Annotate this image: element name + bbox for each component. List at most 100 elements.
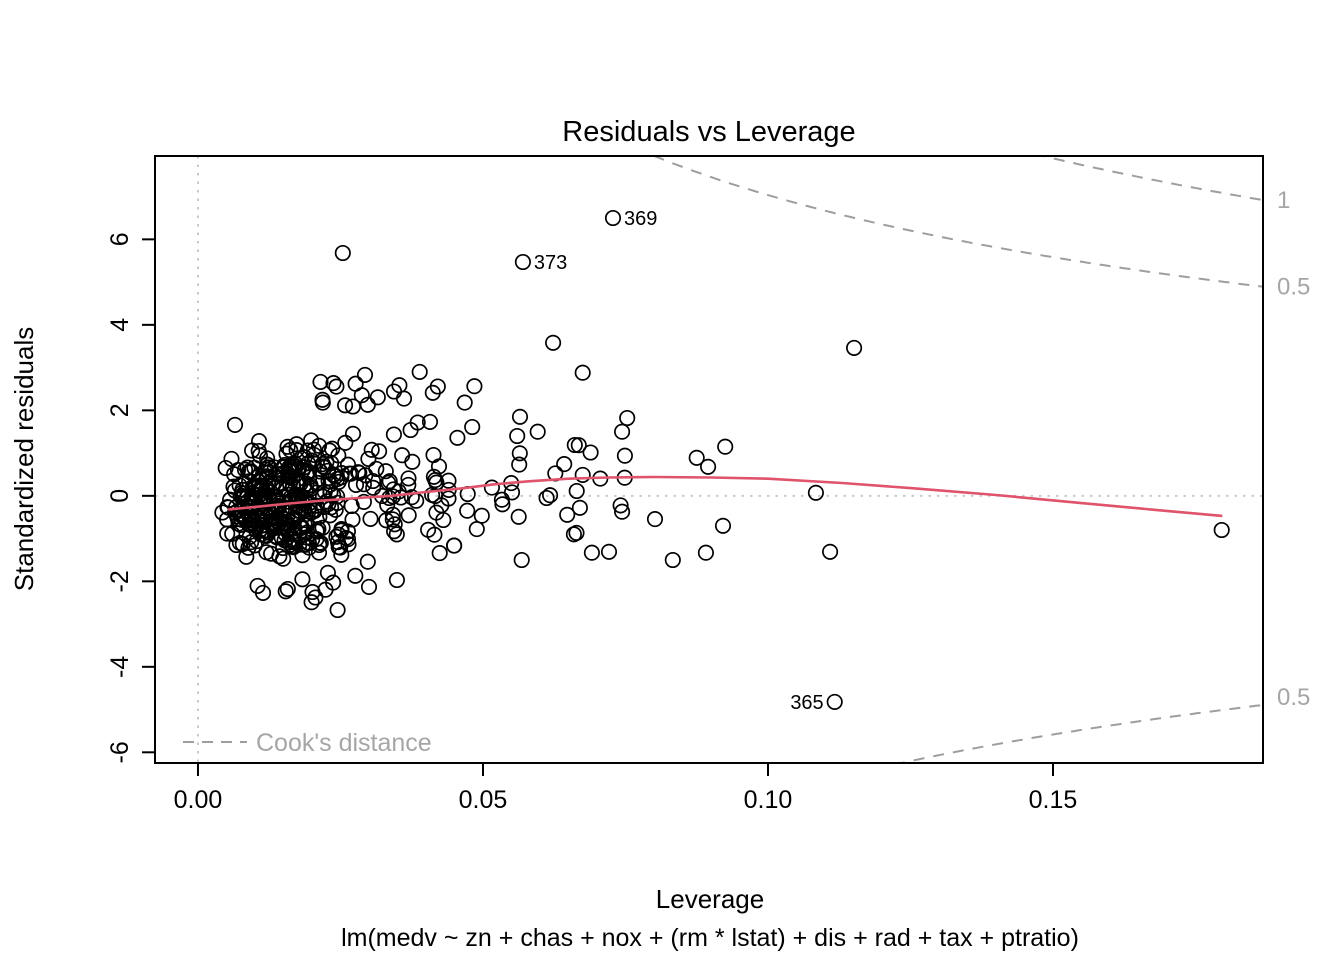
data-point (565, 526, 582, 543)
y-tick-label: 4 (106, 318, 134, 332)
data-point (369, 389, 386, 406)
data-point (385, 426, 402, 443)
data-point (312, 534, 329, 552)
data-point (328, 378, 345, 395)
data-point (566, 436, 583, 454)
data-point (411, 363, 428, 380)
data-point (308, 474, 325, 491)
data-point (379, 496, 396, 514)
data-point (276, 532, 293, 549)
data-point (287, 532, 304, 549)
data-point (325, 375, 342, 392)
data-point (251, 433, 268, 450)
data-point (388, 526, 405, 543)
data-point (513, 551, 530, 569)
data-point (385, 383, 403, 400)
data-point (360, 450, 377, 467)
data-point (275, 539, 292, 557)
data-point (440, 490, 457, 507)
data-point (494, 496, 511, 513)
point-id-label: 365 (790, 692, 823, 714)
data-point (355, 476, 372, 493)
data-point (229, 462, 247, 479)
x-tick-label: 0.10 (744, 786, 793, 814)
data-point (329, 601, 346, 619)
point-id-label: 373 (534, 252, 567, 274)
data-point (312, 373, 329, 390)
y-tick-label: 0 (106, 489, 134, 503)
y-tick-label: 6 (106, 232, 134, 246)
x-tick-label: 0.15 (1029, 786, 1078, 814)
data-point (364, 472, 382, 490)
data-point (339, 531, 357, 548)
data-point (337, 434, 354, 451)
data-point (511, 456, 528, 473)
data-point (614, 503, 631, 520)
data-point (314, 519, 331, 536)
plot-border (154, 155, 1264, 764)
data-point (568, 482, 585, 500)
data-point (281, 475, 298, 492)
data-point (571, 499, 588, 516)
data-point (240, 516, 258, 533)
data-point (222, 491, 239, 508)
data-point (378, 512, 395, 529)
data-point (425, 446, 442, 464)
data-point (538, 489, 555, 507)
chart-title: Residuals vs Leverage (562, 116, 855, 148)
data-point (377, 463, 394, 480)
data-point (347, 476, 365, 493)
data-point (298, 517, 315, 534)
cooks-distance-legend-label: Cook's distance (256, 729, 432, 757)
data-point (290, 491, 307, 508)
data-point (612, 497, 629, 514)
data-point (604, 209, 622, 227)
data-point (714, 517, 732, 534)
data-point (319, 564, 336, 581)
data-point (619, 409, 636, 427)
cooks-contour-label: 0.5 (1277, 684, 1310, 711)
reference-lines (155, 156, 1263, 763)
data-point (340, 536, 357, 553)
loess-smooth-path (228, 475, 1223, 518)
data-point (250, 442, 267, 460)
y-tick-label: -2 (106, 570, 134, 592)
data-point (846, 339, 863, 356)
data-point (529, 423, 546, 440)
data-point (568, 524, 585, 541)
data-point (344, 425, 362, 442)
data-point (807, 484, 824, 501)
data-point (464, 418, 481, 436)
data-point (395, 390, 413, 407)
data-point (296, 459, 313, 476)
data-point (445, 537, 463, 554)
data-point (355, 493, 372, 510)
data-point (510, 508, 527, 525)
data-point (266, 459, 283, 476)
data-point (303, 594, 320, 611)
model-formula-subtitle: lm(medv ~ zn + chas + nox + (rm * lstat)… (341, 924, 1079, 952)
cooks-contour-0.5-lower (896, 703, 1263, 763)
data-point (468, 521, 485, 538)
data-point (473, 507, 490, 524)
data-point (574, 466, 591, 483)
data-point (325, 466, 342, 483)
data-point (403, 489, 420, 506)
point-labels: 369 373 365 (534, 208, 824, 714)
data-point (583, 544, 600, 561)
data-point (400, 507, 417, 524)
data-point (334, 244, 351, 262)
data-point (276, 515, 293, 532)
data-point (431, 545, 448, 562)
data-point (466, 378, 483, 395)
data-point (359, 553, 376, 570)
data-point (600, 543, 618, 560)
data-point (279, 580, 296, 598)
data-point (570, 437, 587, 454)
data-point (339, 456, 357, 473)
data-point (360, 578, 378, 595)
y-tick-label: -6 (106, 741, 134, 763)
data-point (483, 479, 500, 496)
axes: 0.00 0.05 0.10 0.15 -6 -4 -2 0 2 4 6 (106, 232, 1077, 814)
data-point (240, 463, 258, 480)
